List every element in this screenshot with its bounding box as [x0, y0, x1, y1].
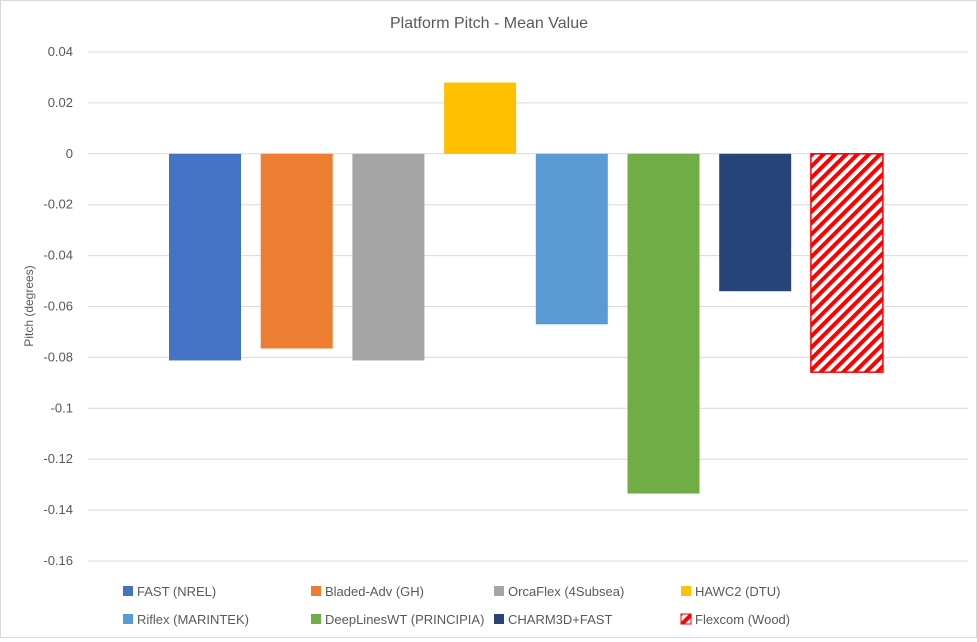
legend-label: Riflex (MARINTEK) — [137, 612, 249, 627]
bar — [810, 153, 884, 373]
y-tick-label: -0.08 — [43, 349, 73, 364]
legend-label: OrcaFlex (4Subsea) — [508, 584, 624, 599]
legend-swatch — [494, 614, 504, 624]
legend-label: Flexcom (Wood) — [695, 612, 790, 627]
legend-label: Bladed-Adv (GH) — [325, 584, 424, 599]
y-tick-label: -0.06 — [43, 299, 73, 314]
bar — [719, 153, 792, 292]
legend: FAST (NREL) Bladed-Adv (GH) OrcaFlex (4Sub… — [123, 584, 790, 627]
legend-swatch — [681, 586, 691, 596]
y-tick-label: -0.12 — [43, 451, 73, 466]
y-tick-label: 0.02 — [48, 95, 73, 110]
y-axis-label: Pitch (degrees) — [22, 265, 36, 346]
bar — [627, 153, 700, 494]
legend-label: HAWC2 (DTU) — [695, 584, 780, 599]
bar — [169, 153, 241, 361]
bar — [260, 153, 333, 349]
legend-label: CHARM3D+FAST — [508, 612, 612, 627]
y-tick-label: -0.14 — [43, 502, 73, 517]
bar — [352, 153, 425, 361]
y-axis-ticks: 0.04 0.02 0 -0.02 -0.04 -0.06 -0.08 -0.1 -0.12 -0… — [43, 44, 73, 568]
y-tick-label: -0.1 — [51, 400, 73, 415]
legend-swatch — [123, 614, 133, 624]
y-tick-label: 0.04 — [48, 44, 73, 59]
legend-label: DeepLinesWT (PRINCIPIA) — [325, 612, 484, 627]
y-tick-label: -0.04 — [43, 248, 73, 263]
legend-swatch — [680, 613, 692, 625]
bar — [444, 82, 517, 154]
chart-title: Platform Pitch - Mean Value — [390, 15, 588, 32]
legend-swatch — [123, 586, 133, 596]
legend-swatch — [311, 614, 321, 624]
legend-swatch — [494, 586, 504, 596]
y-tick-label: -0.16 — [43, 553, 73, 568]
bar — [535, 153, 608, 325]
y-tick-label: 0 — [66, 146, 73, 161]
legend-swatch — [311, 586, 321, 596]
bars — [169, 82, 884, 494]
y-tick-label: -0.02 — [43, 197, 73, 212]
legend-label: FAST (NREL) — [137, 584, 216, 599]
